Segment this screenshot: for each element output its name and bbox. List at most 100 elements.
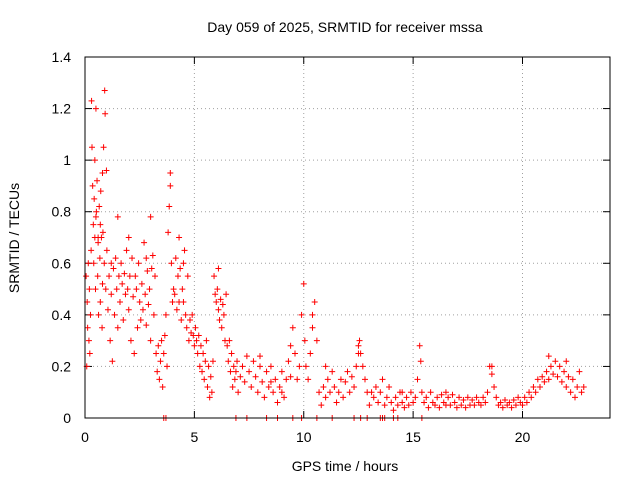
data-point (362, 376, 368, 383)
data-point (125, 306, 132, 313)
data-point (195, 332, 202, 339)
data-point (305, 376, 312, 383)
data-point (95, 239, 102, 246)
data-point (289, 324, 296, 331)
data-point (191, 342, 198, 349)
data-point (412, 394, 419, 401)
y-tick-label: 0.2 (52, 358, 72, 374)
data-point (87, 311, 94, 318)
data-point (322, 363, 329, 370)
data-point (162, 311, 169, 318)
axis-ticks: 0 0.2 0.4 0.6 0.8 1 1.2 1.4 0 5 10 15 20 (52, 49, 610, 445)
data-point (133, 286, 140, 293)
data-point (101, 87, 108, 94)
data-point (182, 311, 189, 318)
data-point (178, 317, 185, 324)
data-point (194, 350, 201, 357)
data-point (372, 384, 379, 391)
data-point (217, 296, 224, 303)
data-point (181, 247, 188, 254)
data-point (403, 394, 410, 401)
data-point (107, 337, 114, 344)
data-point (104, 306, 111, 313)
data-point (215, 306, 222, 313)
data-point (462, 404, 469, 411)
data-point (257, 353, 263, 360)
data-point (127, 337, 134, 344)
data-point (565, 373, 572, 380)
data-point (301, 337, 308, 344)
chart-title: Day 059 of 2025, SRMTID for receiver mss… (207, 19, 483, 35)
data-point (229, 384, 236, 391)
data-point (541, 378, 548, 385)
data-point (225, 358, 232, 365)
data-point (157, 358, 164, 365)
data-point (296, 363, 303, 370)
data-point (122, 291, 129, 298)
data-point (119, 280, 126, 287)
x-axis-label: GPS time / hours (292, 458, 399, 474)
data-point (438, 391, 445, 398)
data-point (192, 324, 199, 331)
data-point (97, 188, 104, 195)
data-point (331, 384, 338, 391)
data-point (574, 384, 581, 391)
data-point (353, 363, 360, 370)
data-point (561, 368, 568, 375)
data-point (491, 384, 498, 391)
data-point (115, 273, 122, 280)
data-point (302, 363, 309, 370)
data-point (368, 389, 375, 396)
data-point (204, 384, 211, 391)
data-point (521, 394, 528, 401)
data-point (124, 286, 131, 293)
data-point (153, 350, 160, 357)
data-point (488, 363, 495, 370)
data-point (539, 373, 546, 380)
data-point (248, 384, 255, 391)
data-point (554, 373, 561, 380)
data-point (91, 157, 98, 164)
data-point (134, 324, 141, 331)
data-point (316, 389, 323, 396)
data-point (493, 394, 500, 401)
data-point (366, 402, 373, 409)
data-point (86, 350, 93, 357)
data-point (190, 332, 197, 339)
data-point (418, 389, 425, 396)
data-point (170, 286, 177, 293)
data-point (287, 342, 294, 349)
data-point (88, 247, 95, 254)
data-point (159, 384, 166, 391)
data-point (85, 337, 92, 344)
data-point (550, 371, 557, 378)
data-point (254, 389, 261, 396)
data-point (218, 324, 225, 331)
data-point (203, 337, 210, 344)
data-point (211, 273, 218, 280)
data-point (89, 144, 95, 151)
data-point (355, 350, 362, 357)
data-point (237, 373, 244, 380)
data-point (187, 317, 193, 324)
data-point (103, 247, 110, 254)
data-point (370, 394, 377, 401)
data-point (209, 358, 216, 365)
data-point (113, 286, 120, 293)
data-point (477, 402, 484, 409)
data-point (167, 182, 174, 189)
data-point (309, 324, 316, 331)
data-point (375, 399, 382, 406)
data-point (563, 358, 570, 365)
data-point (89, 182, 96, 189)
data-point (388, 399, 395, 406)
data-point (143, 255, 150, 262)
data-point (206, 394, 213, 401)
data-point (95, 311, 102, 318)
data-point (90, 221, 97, 228)
data-point (173, 306, 180, 313)
data-point (230, 363, 237, 370)
data-point (580, 384, 587, 391)
data-point (213, 298, 220, 305)
data-point (567, 389, 574, 396)
